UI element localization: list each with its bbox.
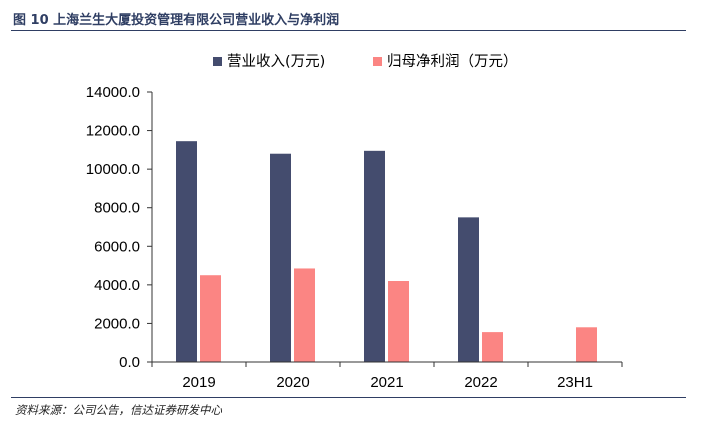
- legend-label-2: 归母净利润（万元）: [387, 53, 518, 70]
- y-tick-label: 4000.0: [94, 277, 140, 294]
- y-tick-label: 8000.0: [94, 200, 140, 217]
- source-rule: [11, 397, 686, 398]
- bar-net-profit-2019: [200, 275, 221, 362]
- chart-legend: 营业收入(万元) 归母净利润（万元）: [213, 53, 518, 70]
- legend-swatch-1: [213, 57, 222, 66]
- bar-net-profit-2022: [482, 332, 503, 362]
- y-axis: 0.0 2000.0 4000.0 6000.0 8000.0 10000.0 12000.…: [86, 84, 153, 371]
- x-tick-label: 2020: [276, 374, 309, 391]
- legend-swatch-2: [373, 57, 382, 66]
- bars: [176, 141, 597, 362]
- bar-net-profit-2020: [294, 268, 315, 362]
- x-tick-label: 2022: [464, 374, 497, 391]
- y-tick-label: 12000.0: [86, 123, 140, 140]
- y-tick-label: 6000.0: [94, 238, 140, 255]
- legend-label-1: 营业收入(万元): [227, 53, 325, 70]
- bar-revenue-2022: [458, 217, 479, 362]
- bar-revenue-2021: [364, 150, 385, 362]
- y-tick-label: 0.0: [119, 354, 140, 371]
- bar-revenue-2019: [176, 141, 197, 362]
- y-tick-label: 14000.0: [86, 84, 140, 101]
- y-tick-label: 2000.0: [94, 315, 140, 332]
- y-tick-label: 10000.0: [86, 161, 140, 178]
- x-tick-label: 23H1: [557, 374, 593, 391]
- bar-net-profit-2021: [388, 281, 409, 362]
- x-tick-label: 2021: [370, 374, 403, 391]
- x-tick-label: 2019: [182, 374, 215, 391]
- x-axis: 2019 2020 2021 2022 23H1: [151, 361, 623, 391]
- source-note: 资料来源：公司公告，信达证券研发中心: [15, 403, 222, 417]
- bar-net-profit-23h1: [576, 327, 597, 362]
- title-rule: [11, 30, 686, 31]
- figure-title: 图 10 上海兰生大厦投资管理有限公司营业收入与净利润: [13, 13, 340, 28]
- bar-revenue-2020: [270, 153, 291, 362]
